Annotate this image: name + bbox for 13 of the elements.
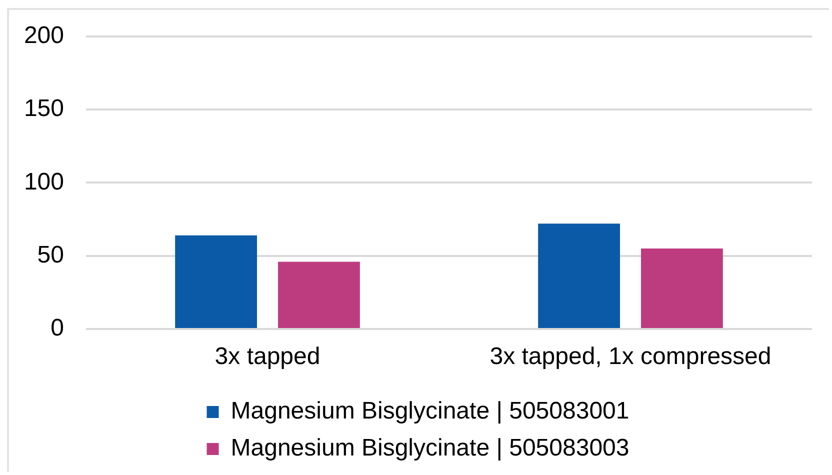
legend-label: Magnesium Bisglycinate | 505083003 — [230, 434, 630, 462]
bar — [538, 224, 620, 328]
y-tick-label: 100 — [24, 168, 64, 196]
bar — [640, 248, 723, 328]
y-tick-label: 200 — [24, 22, 64, 50]
y-tick-label: 0 — [50, 314, 64, 342]
y-tick-label: 150 — [24, 95, 64, 122]
y-tick-label: 50 — [37, 241, 64, 268]
legend-label: Magnesium Bisglycinate | 505083001 — [230, 398, 630, 425]
x-tick-label: 3x tapped — [214, 343, 320, 370]
bar — [278, 262, 360, 328]
x-tick-label: 3x tapped, 1x compressed — [490, 343, 772, 370]
bar — [175, 235, 258, 328]
